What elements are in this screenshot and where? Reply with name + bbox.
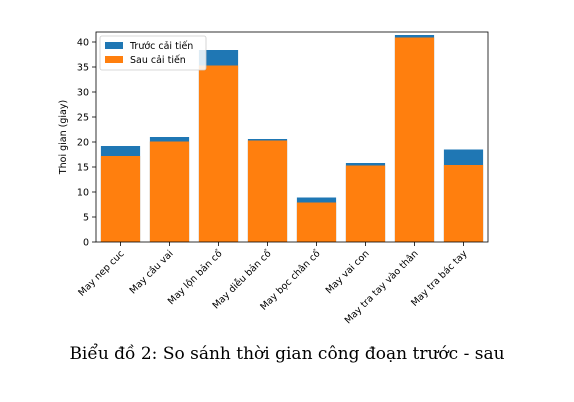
- plot-area: 0 5 10 15 20 25 30 35 40 May nep cuc May cầu vai Ma…: [58, 31, 489, 326]
- y-tick-label: 40: [77, 38, 89, 49]
- legend-label-1: Sau cải tiến: [130, 55, 186, 66]
- bar-after-1: [149, 141, 190, 242]
- bar-after-3: [247, 140, 288, 242]
- bar-after-7: [443, 165, 484, 242]
- bar-after-5: [345, 165, 386, 242]
- legend-swatch-1: [105, 56, 123, 63]
- legend-box: [99, 35, 207, 71]
- bar-after-4: [296, 202, 337, 242]
- y-tick-label: 30: [77, 88, 89, 99]
- plot-frame: [95, 31, 489, 243]
- y-tick-label: 20: [77, 138, 89, 149]
- bar-chart: 0 5 10 15 20 25 30 35 40 May nep cuc May cầu vai Ma…: [58, 31, 489, 326]
- x-tick-label: May vai con: [324, 248, 372, 296]
- figure-caption: Biểu đồ 2: So sánh thời gian công đoạn t…: [69, 344, 505, 364]
- y-tick-label: 15: [77, 163, 89, 174]
- y-tick-label: 0: [83, 238, 89, 249]
- y-tick-label: 35: [77, 63, 89, 74]
- x-tick-label: May cầu vai: [128, 248, 176, 296]
- x-tick-label: May nep cuc: [76, 248, 126, 298]
- y-tick-label: 10: [77, 188, 89, 199]
- y-tick-label: 5: [83, 213, 89, 224]
- y-tick-label: 25: [77, 113, 89, 124]
- bar-after-0: [100, 156, 141, 242]
- bar-after-2: [198, 65, 239, 242]
- y-axis-label: Thoi gian (giay): [58, 100, 69, 175]
- legend-label-0: Trước cải tiến: [129, 41, 193, 52]
- legend-swatch-0: [105, 42, 123, 49]
- bar-after-6: [394, 37, 435, 242]
